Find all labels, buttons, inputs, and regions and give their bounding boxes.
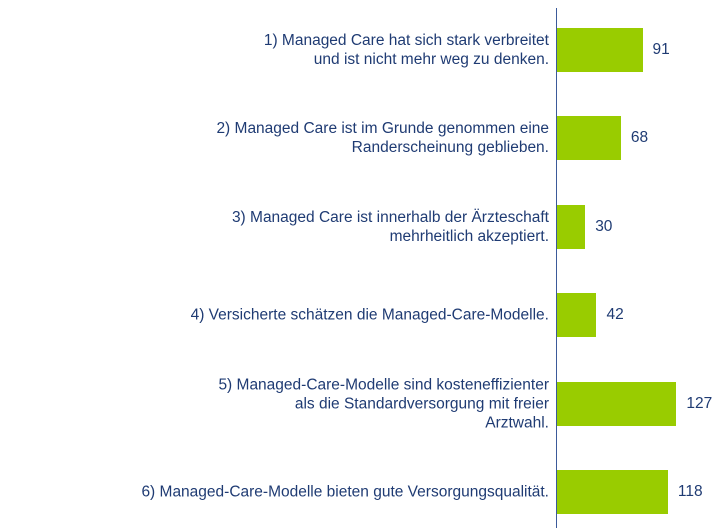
value-label: 42 [606,306,624,324]
category-label: 6) Managed-Care-Modelle bieten gute Vers… [141,483,549,501]
axis-line [556,8,557,528]
bar [557,293,597,338]
bar [557,204,586,249]
category-label: 3) Managed Care ist innerhalb der Ärztes… [231,208,549,245]
bar [557,470,668,514]
bar [557,116,621,161]
category-label: 2) Managed Care ist im Grunde genommen e… [216,120,549,157]
value-label: 30 [595,217,613,235]
category-label: 5) Managed-Care-Modelle sind kosteneffiz… [218,376,549,432]
bar [557,381,677,426]
value-label: 127 [686,394,713,412]
category-label: 4) Versicherte schätzen die Managed-Care… [190,306,549,324]
value-label: 68 [630,129,649,147]
bar [557,28,643,72]
value-label: 118 [677,483,703,500]
category-label: 1) Managed Care hat sich stark verbreite… [263,32,549,68]
value-label: 91 [652,41,670,58]
